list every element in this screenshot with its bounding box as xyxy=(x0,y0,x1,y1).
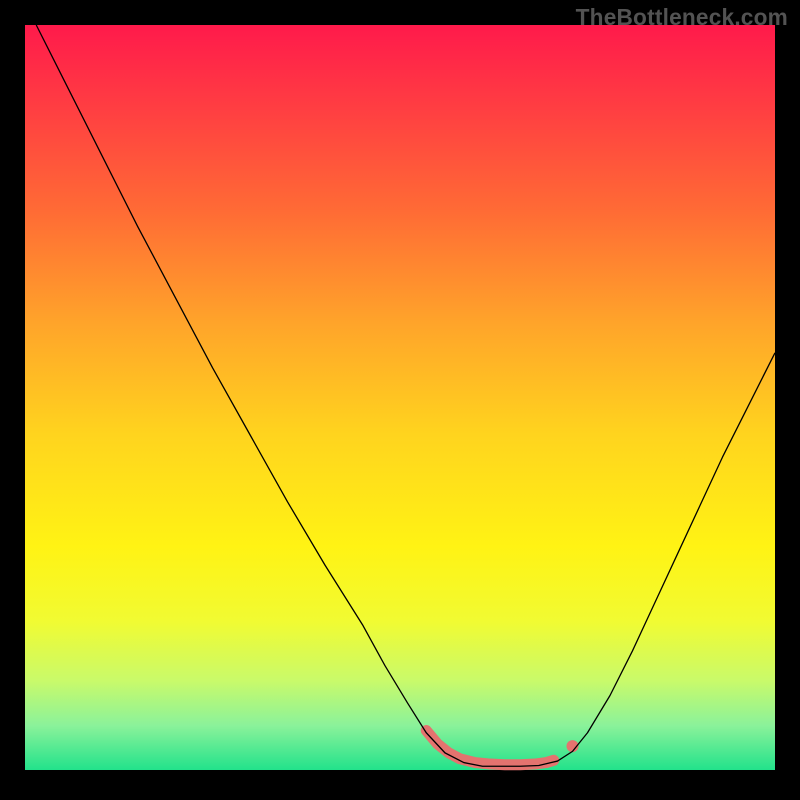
gradient-background xyxy=(25,25,775,770)
watermark-text: TheBottleneck.com xyxy=(576,4,788,31)
bottleneck-chart xyxy=(0,0,800,800)
chart-container: TheBottleneck.com xyxy=(0,0,800,800)
